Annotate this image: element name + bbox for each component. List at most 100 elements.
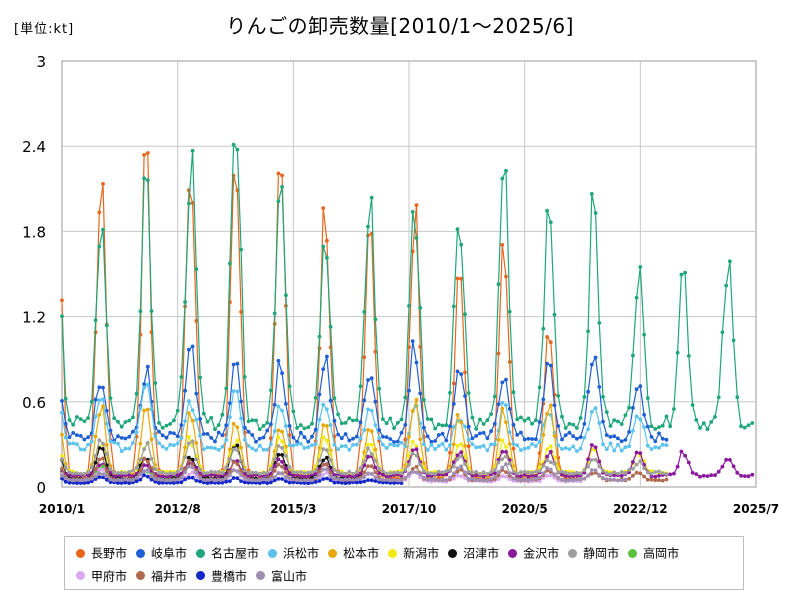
data-point — [145, 467, 150, 472]
data-point — [216, 430, 221, 435]
data-point — [575, 473, 579, 478]
data-point — [616, 419, 620, 424]
data-point — [190, 462, 195, 467]
data-point — [548, 460, 553, 465]
data-point — [440, 477, 445, 482]
data-point — [541, 464, 546, 468]
data-point — [489, 470, 493, 474]
data-point — [172, 471, 176, 476]
data-point — [407, 435, 411, 439]
y-tick-label: 1.2 — [22, 309, 46, 327]
data-point — [190, 457, 195, 462]
data-point — [384, 474, 389, 479]
data-point — [642, 425, 646, 429]
data-point — [631, 353, 635, 358]
data-point — [597, 472, 602, 477]
data-point — [575, 426, 579, 430]
data-point — [474, 470, 479, 474]
data-point — [422, 442, 426, 446]
data-point — [101, 227, 105, 232]
data-point — [93, 434, 98, 439]
data-point — [455, 227, 460, 232]
data-point — [354, 473, 359, 478]
data-point — [60, 298, 64, 303]
data-point — [634, 387, 639, 392]
data-point — [455, 473, 460, 478]
data-point — [481, 470, 486, 475]
data-point — [578, 446, 583, 451]
data-point — [369, 443, 374, 447]
data-point — [522, 472, 527, 477]
data-point — [403, 437, 408, 442]
data-point — [187, 455, 191, 460]
data-point — [194, 474, 199, 479]
data-point — [392, 443, 396, 448]
data-point — [175, 408, 180, 413]
y-tick-label: 2.4 — [22, 138, 46, 156]
data-point — [269, 442, 273, 447]
data-point — [649, 447, 654, 451]
data-point — [183, 455, 188, 460]
data-point — [82, 447, 87, 452]
data-point — [563, 478, 568, 483]
data-point — [67, 470, 72, 475]
data-point — [418, 472, 423, 477]
data-point — [306, 470, 311, 475]
data-point — [250, 470, 255, 475]
data-point — [317, 392, 322, 397]
data-point — [116, 441, 120, 446]
data-point — [358, 471, 363, 476]
data-point — [261, 477, 266, 482]
data-point — [97, 438, 102, 443]
data-point — [265, 420, 270, 425]
data-point — [672, 407, 676, 411]
data-point — [623, 477, 628, 482]
data-point — [328, 474, 333, 478]
data-point — [63, 466, 68, 470]
data-point — [612, 473, 617, 478]
data-point — [575, 449, 579, 453]
data-point — [134, 475, 139, 480]
data-point — [302, 478, 307, 482]
data-point — [216, 470, 221, 474]
data-point — [339, 471, 344, 476]
data-point — [701, 473, 706, 478]
data-point — [645, 470, 650, 475]
data-point — [519, 474, 523, 479]
data-point — [455, 413, 460, 417]
data-point — [145, 459, 150, 464]
data-point — [668, 472, 673, 477]
data-point — [492, 468, 497, 472]
data-point — [254, 448, 258, 453]
data-point — [526, 445, 531, 450]
data-point — [500, 243, 505, 247]
data-point — [82, 419, 87, 424]
data-point — [657, 425, 661, 429]
data-point — [347, 438, 352, 443]
data-point — [444, 447, 449, 452]
data-point — [436, 444, 441, 448]
legend-item: 高岡市 — [625, 542, 679, 565]
data-point — [623, 438, 628, 442]
data-point — [306, 481, 311, 486]
data-point — [470, 415, 475, 420]
data-point — [310, 443, 314, 448]
data-point — [164, 435, 169, 440]
data-point — [589, 468, 594, 472]
data-point — [313, 480, 318, 484]
data-point — [425, 478, 430, 482]
data-point — [209, 436, 214, 440]
data-point — [168, 478, 173, 483]
data-point — [645, 424, 650, 429]
data-point — [351, 436, 355, 441]
data-point — [619, 474, 624, 478]
data-point — [149, 477, 154, 482]
data-point — [347, 416, 352, 420]
data-point — [164, 472, 169, 476]
data-point — [545, 208, 549, 213]
data-point — [407, 463, 411, 467]
data-point — [276, 435, 281, 439]
data-point — [556, 475, 561, 480]
data-point — [612, 477, 617, 482]
data-point — [239, 472, 244, 477]
